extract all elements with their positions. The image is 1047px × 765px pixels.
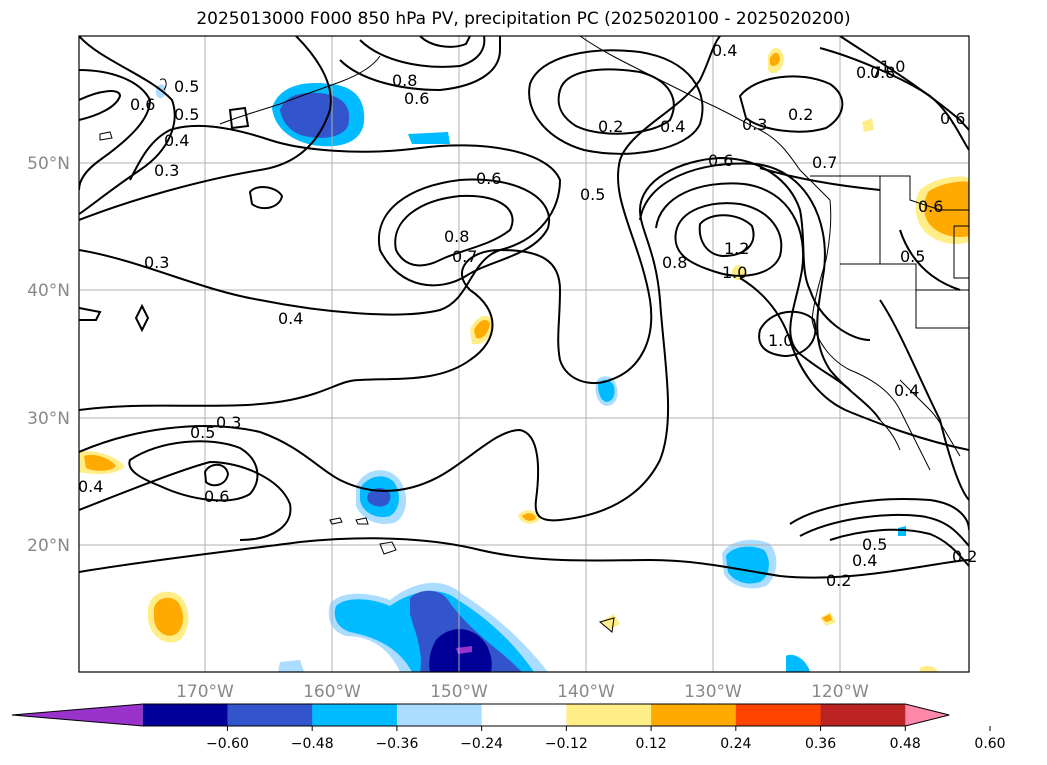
contour-labels: 0.4 0.8 1.0 0.7 0.6 0.5 0.6 0.8 0.6 0.2 … bbox=[78, 41, 977, 590]
colorbar-segment bbox=[651, 704, 737, 726]
colorbar-segment bbox=[481, 704, 567, 726]
contour-label: 0.4 bbox=[852, 551, 877, 570]
contour-label: 0.8 bbox=[444, 227, 469, 246]
lat-label-50n: 50°N bbox=[27, 154, 70, 174]
coastlines bbox=[99, 36, 969, 633]
lon-label-130w: 130°W bbox=[684, 682, 742, 702]
contour-label: 0.6 bbox=[476, 169, 501, 188]
lon-label-160w: 160°W bbox=[303, 682, 361, 702]
colorbar-segment bbox=[820, 704, 906, 726]
contour-label: 0.3 bbox=[144, 253, 169, 272]
colorbar-tick-label: 0.24 bbox=[720, 736, 751, 752]
contour-label: 0.8 bbox=[392, 71, 417, 90]
contour-label: 1.0 bbox=[722, 263, 747, 282]
lon-label-140w: 140°W bbox=[557, 682, 615, 702]
contour-label: 0.5 bbox=[862, 535, 887, 554]
figure-title: 2025013000 F000 850 hPa PV, precipitatio… bbox=[196, 9, 851, 29]
contour-label: 0.5 bbox=[174, 77, 199, 96]
contour-label: 0.4 bbox=[78, 477, 103, 496]
contour-label: 0.6 bbox=[918, 197, 943, 216]
contour-label: 0.8 bbox=[870, 63, 895, 82]
colorbar-tick-label: 0.36 bbox=[805, 736, 836, 752]
pv-contours bbox=[79, 36, 969, 579]
colorbar-segment bbox=[312, 704, 398, 726]
lat-label-20n: 20°N bbox=[27, 536, 70, 556]
contour-label: 0.2 bbox=[826, 571, 851, 590]
contour-label: 0.3 bbox=[742, 115, 767, 134]
colorbar-tick-label: −0.12 bbox=[545, 736, 588, 752]
colorbar-tick-label: 0.60 bbox=[974, 736, 1005, 752]
colorbar-extend-high bbox=[905, 704, 950, 726]
contour-label: 0.4 bbox=[894, 381, 919, 400]
contour-label: 1.0 bbox=[880, 57, 905, 76]
contour-label: 0.2 bbox=[952, 547, 977, 566]
contour-label: 0.4 bbox=[712, 41, 737, 60]
lat-label-30n: 30°N bbox=[27, 409, 70, 429]
contour-label: 0.6 bbox=[708, 151, 733, 170]
colorbar-segment bbox=[566, 704, 652, 726]
contour-label: 1.0 bbox=[768, 331, 793, 350]
lon-label-150w: 150°W bbox=[430, 682, 488, 702]
colorbar-tick-label: −0.48 bbox=[291, 736, 334, 752]
contour-label: 1.2 bbox=[724, 239, 749, 258]
contour-label: 0.7 bbox=[812, 153, 837, 172]
colorbar-outline bbox=[11, 703, 950, 727]
colorbar-tick-label: 0.48 bbox=[890, 736, 921, 752]
contour-label: 0.8 bbox=[662, 253, 687, 272]
contour-label: 0.5 bbox=[190, 423, 215, 442]
contour-label: 0.3 bbox=[154, 161, 179, 180]
colorbar-extend-low bbox=[12, 704, 143, 726]
colorbar-segment bbox=[227, 704, 313, 726]
precip-fills bbox=[79, 47, 969, 672]
contour-label: 0.4 bbox=[164, 131, 189, 150]
contour-label: 0.7 bbox=[452, 247, 477, 266]
contour-label: 0.4 bbox=[660, 117, 685, 136]
lon-label-120w: 120°W bbox=[811, 682, 869, 702]
contour-label: 0.5 bbox=[900, 247, 925, 266]
colorbar-segment bbox=[396, 704, 483, 726]
contour-label: 0.4 bbox=[278, 309, 303, 328]
contour-label: 0.2 bbox=[788, 105, 813, 124]
contour-label: 0.5 bbox=[580, 185, 605, 204]
colorbar-tick-label: −0.36 bbox=[375, 736, 418, 752]
contour-label: 0.2 bbox=[598, 117, 623, 136]
colorbar-tick-label: −0.24 bbox=[460, 736, 503, 752]
contour-label: 0.3 bbox=[216, 413, 241, 432]
colorbar-segment bbox=[735, 704, 822, 726]
colorbar-tick-label: −0.60 bbox=[206, 736, 249, 752]
contour-label: 0.6 bbox=[130, 95, 155, 114]
longitude-labels: 170°W 160°W 150°W 140°W 130°W 120°W bbox=[176, 682, 869, 702]
contour-label: 0.6 bbox=[940, 109, 965, 128]
colorbar-tick-label: 0.12 bbox=[636, 736, 667, 752]
contour-label: 0.6 bbox=[404, 89, 429, 108]
contour-label: 0.5 bbox=[174, 105, 199, 124]
colorbar: −0.60 −0.48 −0.36 −0.24 −0.12 0.12 0.24 0.36 0.4… bbox=[11, 703, 1006, 752]
contour-label: 0.6 bbox=[204, 487, 229, 506]
lat-label-40n: 40°N bbox=[27, 281, 70, 301]
latitude-labels: 20°N 30°N 40°N 50°N bbox=[27, 154, 70, 556]
contour-label: 0.7 bbox=[856, 63, 881, 82]
colorbar-segment bbox=[142, 704, 228, 726]
lon-label-170w: 170°W bbox=[176, 682, 234, 702]
map-frame bbox=[78, 35, 970, 673]
